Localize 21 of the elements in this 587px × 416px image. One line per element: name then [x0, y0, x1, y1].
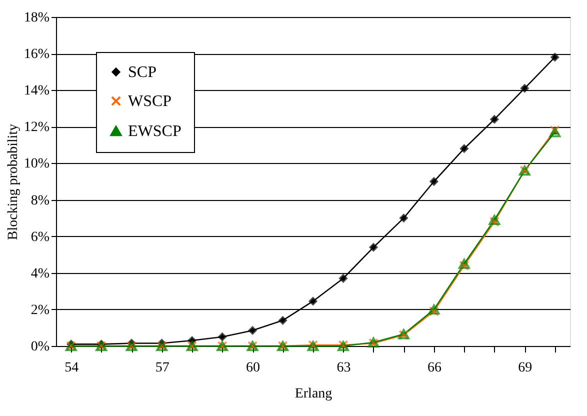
x-axis-title: Erlang	[294, 386, 332, 402]
x-tick-label: 60	[246, 360, 260, 376]
x-tick-label: 66	[427, 360, 442, 376]
y-tick-label: 16%	[24, 47, 50, 62]
y-tick-label: 10%	[24, 156, 50, 172]
y-tick-label: 12%	[24, 120, 50, 136]
x-tick-label: 63	[336, 360, 351, 376]
x-tick-label: 57	[155, 360, 170, 376]
legend-label: SCP	[128, 64, 157, 81]
y-tick-label: 6%	[30, 230, 50, 245]
y-tick-label: 0%	[30, 340, 50, 354]
y-tick-label: 2%	[30, 302, 50, 318]
y-tick-label: 4%	[30, 266, 50, 282]
legend-label: WSCP	[128, 93, 172, 110]
y-tick-label: 8%	[30, 193, 50, 208]
legend-label: EWSCP	[128, 123, 182, 140]
y-tick-label: 14%	[24, 84, 50, 99]
y-tick-label: 18%	[24, 10, 50, 26]
y-axis-title: Blocking probability	[6, 124, 21, 240]
x-tick-label: 54	[64, 360, 79, 376]
x-tick-label: 69	[518, 360, 532, 376]
